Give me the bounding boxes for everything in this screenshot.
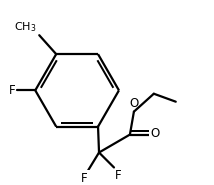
Text: F: F bbox=[9, 84, 16, 97]
Text: O: O bbox=[150, 127, 160, 140]
Text: F: F bbox=[115, 169, 122, 182]
Text: CH$_3$: CH$_3$ bbox=[14, 20, 37, 34]
Text: O: O bbox=[129, 97, 138, 110]
Text: F: F bbox=[80, 172, 87, 185]
